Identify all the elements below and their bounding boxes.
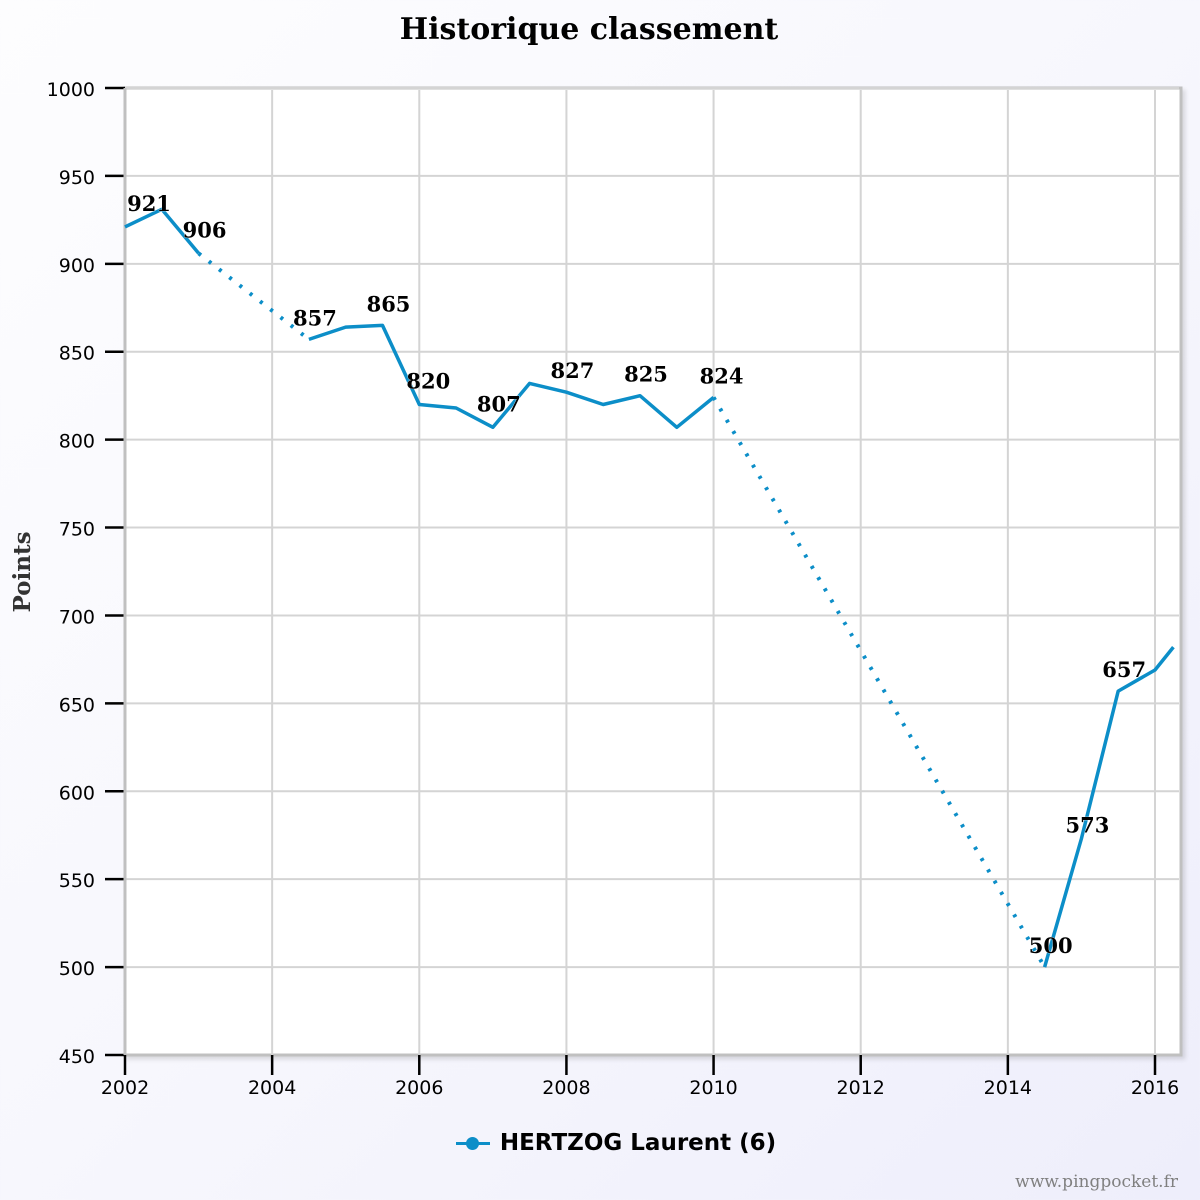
data-label: 857	[293, 305, 337, 330]
data-label: 906	[183, 217, 227, 242]
y-tick-label: 650	[59, 694, 95, 716]
y-tick-label: 900	[59, 255, 95, 277]
data-label: 921	[127, 191, 171, 216]
legend[interactable]: HERTZOG Laurent (6)	[0, 1130, 1200, 1156]
x-tick-label: 2010	[689, 1077, 737, 1099]
series-solid-line	[1042, 646, 1175, 968]
credit-link[interactable]: www.pingpocket.fr	[1015, 1172, 1178, 1192]
y-tick-label: 950	[59, 167, 95, 189]
y-tick-label: 700	[59, 606, 95, 628]
x-tick-label: 2008	[542, 1077, 590, 1099]
x-tick-label: 2012	[837, 1077, 885, 1099]
series-solid-line	[308, 323, 715, 430]
y-tick-label: 450	[59, 1046, 95, 1068]
y-tick-label: 550	[59, 870, 95, 892]
gridlines	[125, 87, 1179, 1055]
x-tick-label: 2014	[984, 1077, 1032, 1099]
y-tick-label: 500	[59, 958, 95, 980]
y-tick-label: 850	[59, 343, 95, 365]
data-label: 824	[700, 363, 744, 388]
y-tick-label: 750	[59, 519, 95, 541]
y-tick-label: 800	[59, 431, 95, 453]
x-tick-label: 2006	[395, 1077, 443, 1099]
data-label: 825	[624, 362, 668, 387]
plot-area	[123, 86, 1183, 1057]
data-label: 820	[406, 368, 450, 393]
series-line	[124, 207, 1175, 969]
x-tick-label: 2004	[248, 1077, 296, 1099]
series-solid-line	[124, 207, 200, 255]
data-label: 827	[551, 358, 595, 383]
y-axis-title: Points	[9, 531, 36, 612]
axes: 450 500 550 600 650 700 750 800 850 900 950 1000 200…	[47, 79, 1180, 1099]
data-label: 500	[1029, 933, 1073, 958]
y-tick-label: 1000	[47, 79, 95, 101]
data-label: 573	[1066, 813, 1110, 838]
legend-line-marker-icon	[455, 1136, 490, 1150]
data-label: 807	[477, 391, 521, 416]
y-tick-label: 600	[59, 782, 95, 804]
data-label: 657	[1102, 657, 1146, 682]
x-tick-label: 2016	[1131, 1077, 1179, 1099]
x-tick-label: 2002	[101, 1077, 149, 1099]
legend-label: HERTZOG Laurent (6)	[499, 1130, 777, 1156]
data-label: 865	[367, 291, 411, 316]
data-labels: 921 906 857 865 820 807 827 825 824 500 573 657	[127, 191, 1147, 959]
chart-title: Historique classement	[399, 12, 779, 47]
